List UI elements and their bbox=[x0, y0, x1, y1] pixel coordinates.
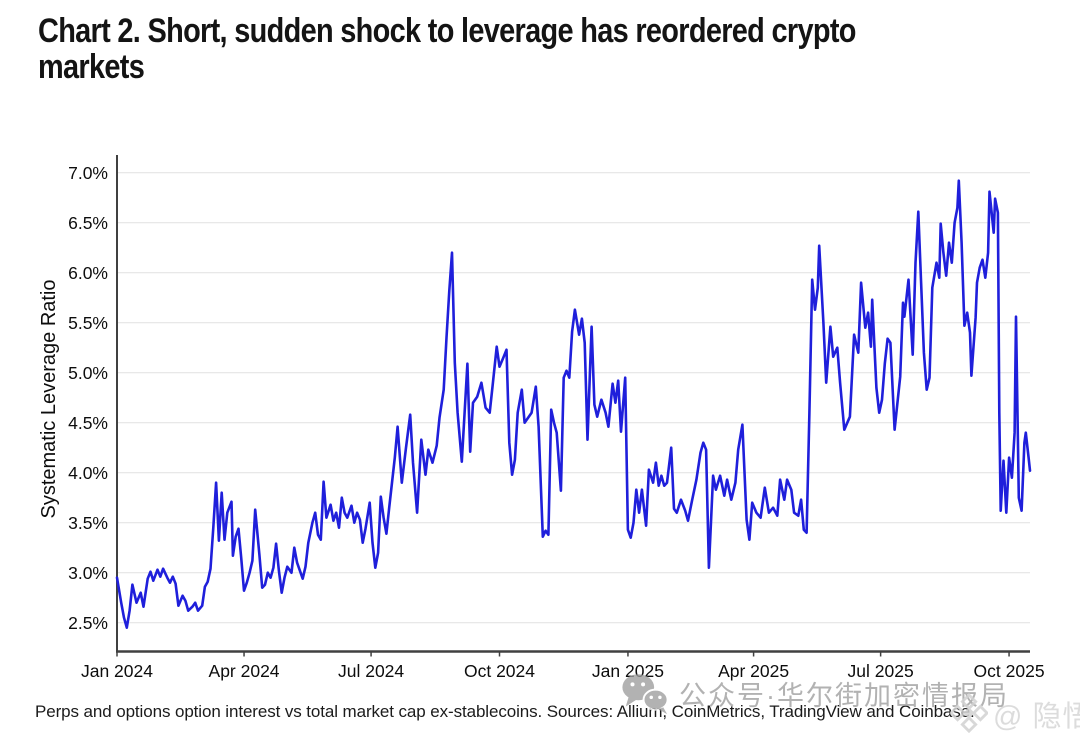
source-footnote: Perps and options option interest vs tot… bbox=[35, 702, 975, 721]
y-axis-title: Systematic Leverage Ratio bbox=[38, 279, 60, 518]
chart-title: Chart 2. Short, sudden shock to leverage… bbox=[38, 13, 1000, 85]
y-tick-label: 6.0% bbox=[68, 263, 108, 283]
y-tick-label: 5.0% bbox=[68, 363, 108, 383]
y-tick-label: 4.0% bbox=[68, 463, 108, 483]
y-tick-label: 5.5% bbox=[68, 313, 108, 333]
wechat-watermark-text: 公众号·华尔街加密情报局 bbox=[679, 680, 1009, 711]
x-tick-label: Apr 2024 bbox=[209, 661, 280, 681]
x-tick-label: Jul 2025 bbox=[848, 661, 914, 681]
leverage-line bbox=[115, 179, 1032, 630]
y-tick-label: 6.5% bbox=[68, 213, 108, 233]
x-tick-label: Oct 2025 bbox=[974, 661, 1045, 681]
y-tick-label: 4.5% bbox=[68, 413, 108, 433]
x-tick-label: Oct 2024 bbox=[464, 661, 535, 681]
diamond-logo-icon bbox=[950, 692, 988, 734]
chart-title-line1: Chart 2. Short, sudden shock to leverage… bbox=[38, 12, 856, 50]
wechat-watermark: 公众号·华尔街加密情报局 bbox=[620, 671, 1009, 715]
corner-watermark: @ 隐悟 bbox=[950, 691, 1080, 737]
x-tick-label: Jul 2024 bbox=[338, 661, 404, 681]
y-tick-label: 3.5% bbox=[68, 513, 108, 533]
y-tick-label: 2.5% bbox=[68, 613, 108, 633]
wechat-icon bbox=[622, 674, 669, 715]
x-tick-label: Jan 2024 bbox=[81, 661, 153, 681]
y-tick-label: 3.0% bbox=[68, 563, 108, 583]
x-tick-label: Apr 2025 bbox=[718, 661, 789, 681]
chart-title-line2: markets bbox=[38, 48, 145, 86]
corner-watermark-text: @ 隐悟 bbox=[993, 701, 1080, 733]
y-tick-label: 7.0% bbox=[68, 163, 108, 183]
